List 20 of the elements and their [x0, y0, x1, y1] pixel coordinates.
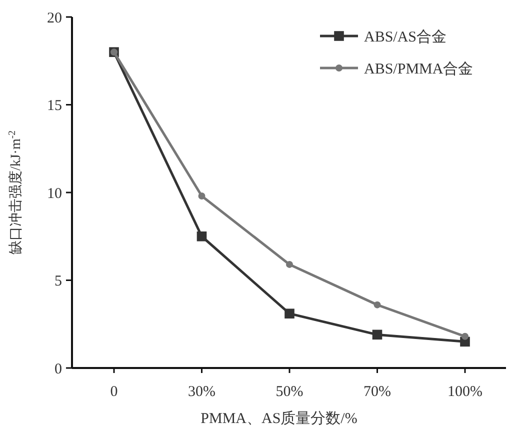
point — [374, 301, 381, 308]
point — [372, 330, 382, 340]
x-tick-label: 100% — [448, 384, 482, 400]
point — [198, 192, 206, 200]
y-tick-label: 20 — [47, 10, 62, 26]
legend-label: ABS/AS合金 — [364, 28, 447, 46]
point — [284, 308, 294, 318]
y-tick-label: 15 — [47, 98, 62, 114]
point — [462, 332, 468, 340]
legend-label: ABS/PMMA合金 — [364, 60, 474, 78]
point — [286, 260, 293, 268]
x-tick-label: 0 — [110, 384, 118, 400]
x-axis-title: PMMA、AS质量分数/% — [200, 410, 358, 427]
y-tick-label: 5 — [54, 274, 62, 290]
y-tick-label: 10 — [47, 186, 62, 202]
point — [196, 231, 207, 242]
x-tick-label: 30% — [188, 384, 216, 400]
y-tick-label: 0 — [54, 361, 62, 378]
x-tick-label: 70% — [364, 384, 391, 400]
x-tick-label: 50% — [276, 384, 304, 400]
